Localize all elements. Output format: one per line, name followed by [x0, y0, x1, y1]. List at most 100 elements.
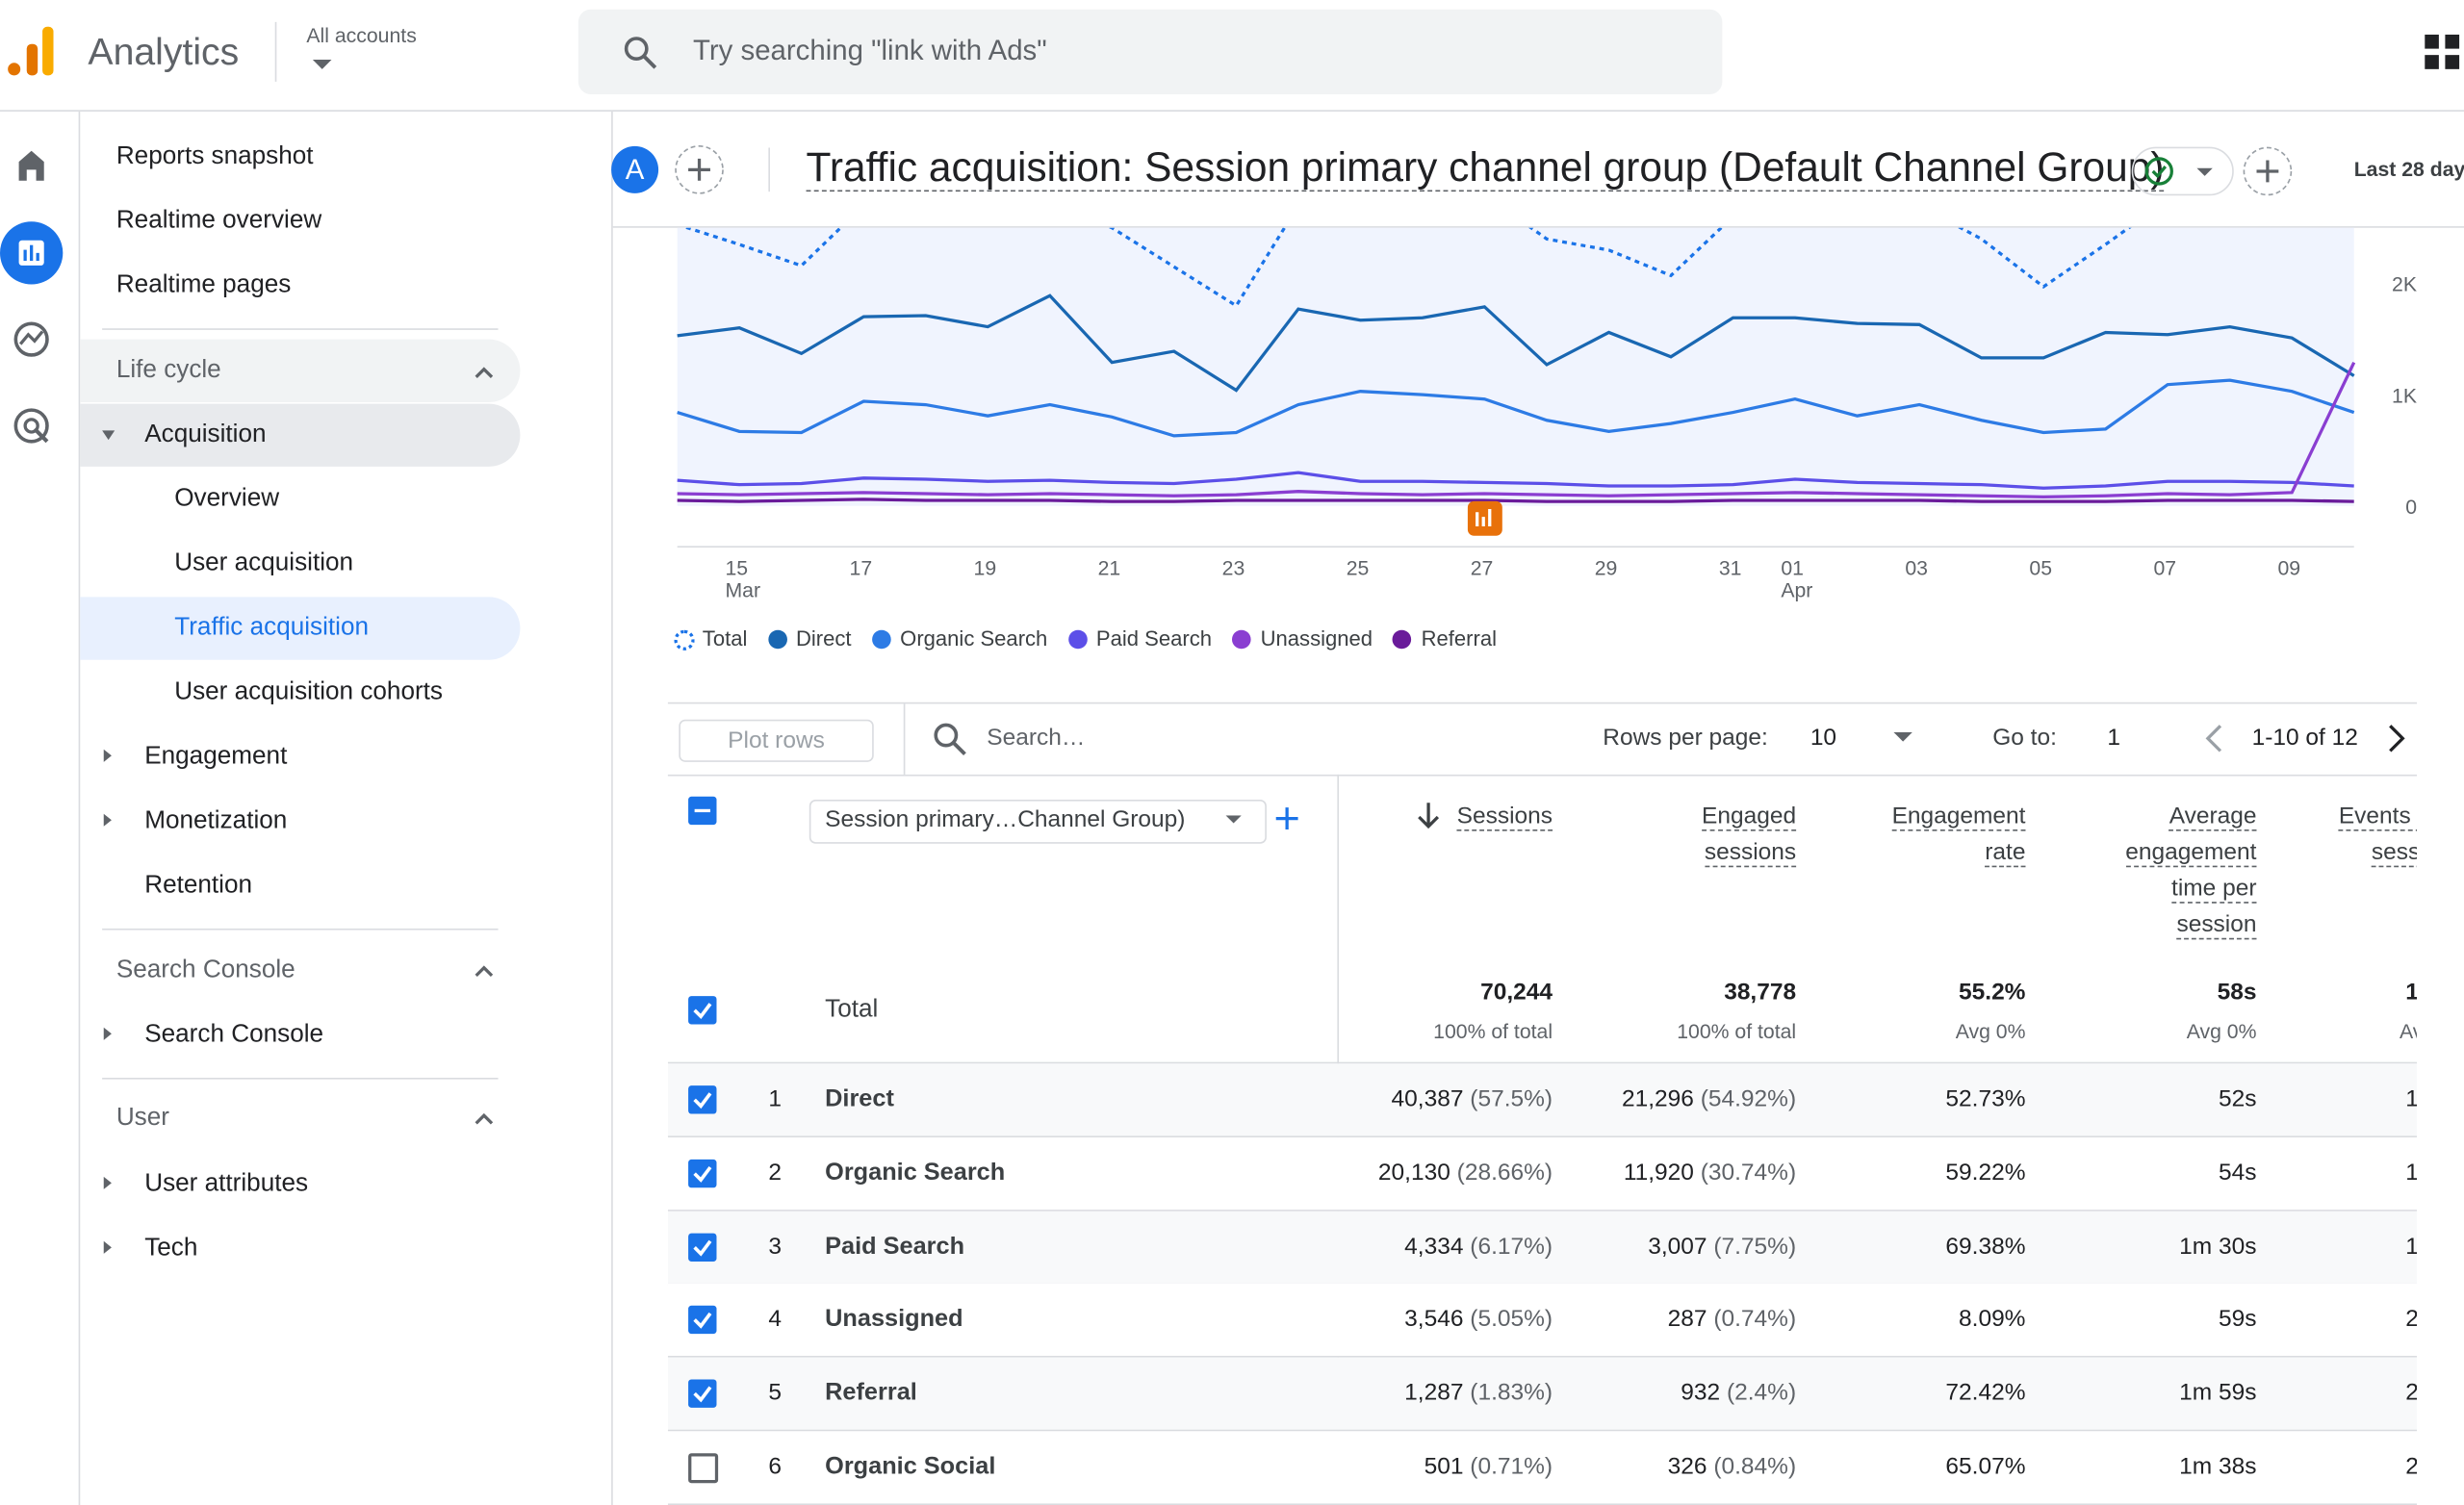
cell-value: 19.8: [2405, 1233, 2417, 1260]
cell-value: 3,007: [1648, 1232, 1707, 1260]
column-header: Sessions: [1389, 798, 1553, 834]
table-search-icon: [934, 723, 966, 756]
column-title[interactable]: Events per session: [2338, 803, 2418, 868]
search-placeholder[interactable]: Try searching "link with Ads": [692, 34, 1047, 66]
cell: 72.42%: [1945, 1380, 2025, 1407]
select-all[interactable]: [688, 796, 717, 826]
title-actions[interactable]: [2131, 144, 2304, 198]
row-checkbox[interactable]: [688, 1232, 717, 1262]
cell: 1m 59s: [2179, 1380, 2256, 1407]
total-note: Avg 0: [2400, 1019, 2417, 1044]
cell-value: 52.73%: [1945, 1085, 2026, 1112]
goto-input[interactable]: 1: [2107, 724, 2121, 752]
cell: 3,546 (5.05%): [1404, 1306, 1553, 1333]
nav-item[interactable]: User acquisition cohorts: [174, 678, 443, 706]
apps-icon[interactable]: [2425, 34, 2462, 72]
nav-item[interactable]: Reports snapshot: [116, 142, 314, 170]
cell: 40,387 (57.5%): [1392, 1085, 1553, 1112]
top-bar: [0, 0, 2464, 112]
report-title[interactable]: Traffic acquisition: Session primary cha…: [806, 142, 2165, 192]
cell: 501 (0.71%): [1424, 1453, 1553, 1480]
nav-item[interactable]: Search Console: [144, 1021, 324, 1048]
legend-label: Paid Search: [1095, 626, 1213, 650]
cell-value: 26.1: [2405, 1380, 2417, 1407]
nav-item[interactable]: Overview: [174, 485, 280, 513]
cell-value: 12.7: [2405, 1085, 2417, 1112]
dimension-select[interactable]: [808, 800, 1267, 844]
date-range[interactable]: Last 28 days: [2353, 157, 2464, 181]
nav-item[interactable]: Retention: [144, 872, 253, 899]
cell: 932 (2.4%): [1681, 1380, 1796, 1407]
nav-item[interactable]: User acquisition: [174, 549, 354, 577]
nav-item[interactable]: Realtime overview: [116, 207, 322, 235]
cell-value: 326: [1667, 1453, 1707, 1480]
sort-icon[interactable]: [1418, 802, 1440, 829]
column-header: Events per session: [2288, 798, 2418, 870]
nav-item[interactable]: Traffic acquisition: [174, 614, 370, 642]
cell-value: 3,546: [1404, 1306, 1464, 1334]
cell-value: 1m 59s: [2179, 1379, 2257, 1407]
plot-rows-button[interactable]: Plot rows: [679, 719, 874, 762]
cell-value: 27.9: [2405, 1306, 2417, 1333]
nav-section[interactable]: Search Console: [116, 957, 295, 984]
row-bg: [667, 1284, 2418, 1359]
app-name: Analytics: [88, 31, 240, 74]
search-box[interactable]: [578, 9, 1723, 94]
column-title[interactable]: Sessions: [1456, 803, 1553, 831]
row-checkbox[interactable]: [688, 1159, 717, 1187]
nav-item[interactable]: Tech: [144, 1235, 198, 1263]
cell-value: 932: [1681, 1379, 1721, 1407]
row-number: 6: [768, 1453, 782, 1480]
row-number: 3: [768, 1232, 782, 1260]
goto-label: Go to:: [1992, 724, 2057, 752]
cell-share: (57.5%): [1470, 1085, 1553, 1112]
nav-section[interactable]: Life cycle: [116, 356, 221, 384]
avatar[interactable]: A: [611, 145, 659, 193]
dimension-label[interactable]: Session primary…Channel Group): [825, 805, 1186, 833]
column-title[interactable]: Engaged sessions: [1702, 803, 1797, 868]
legend-label: Direct: [795, 626, 852, 650]
legend-swatch: [871, 629, 891, 650]
add-dimension[interactable]: [1274, 806, 1299, 831]
nav-item[interactable]: Realtime pages: [116, 271, 292, 299]
caret[interactable]: [1225, 815, 1242, 825]
nav-section[interactable]: User: [116, 1104, 169, 1132]
row-checkbox[interactable]: [688, 1085, 717, 1114]
logo: [8, 26, 54, 76]
caret[interactable]: [312, 60, 332, 72]
cell-value: 11,920: [1623, 1159, 1694, 1186]
nav-item[interactable]: Monetization: [144, 807, 288, 834]
nav-item[interactable]: Acquisition: [144, 421, 267, 448]
nav-item[interactable]: User attributes: [144, 1170, 309, 1198]
cell-value: 1,287: [1404, 1379, 1464, 1407]
row-checkbox[interactable]: [688, 1453, 719, 1484]
cell-value: 501: [1424, 1453, 1464, 1480]
column-title[interactable]: Engagement rate: [1891, 803, 2026, 868]
x-tick-label: 21: [1097, 555, 1121, 580]
cell-value: 12.9: [2405, 1160, 2417, 1186]
row-checkbox[interactable]: [688, 1379, 717, 1409]
cell: 54s: [2219, 1160, 2256, 1186]
rail-icons[interactable]: [0, 134, 79, 464]
account-label[interactable]: All accounts: [306, 23, 417, 47]
selected-bg: [80, 597, 521, 660]
x-tick-label: 29: [1594, 555, 1618, 580]
add-comparison[interactable]: [674, 144, 728, 198]
cell: 4,334 (6.17%): [1404, 1233, 1553, 1260]
cell-value: 4,334: [1404, 1232, 1464, 1260]
caret[interactable]: [1893, 731, 1912, 745]
table-search[interactable]: Search…: [987, 724, 1086, 752]
row-checkbox[interactable]: [688, 1306, 717, 1335]
cell: 1m 30s: [2179, 1233, 2256, 1260]
column-title[interactable]: Average engagement time per session: [2125, 803, 2257, 940]
rows-per-page[interactable]: 10: [1810, 724, 1837, 752]
section-bg: [80, 339, 521, 402]
nav-item[interactable]: Engagement: [144, 743, 288, 770]
next-page[interactable]: [2387, 725, 2406, 752]
row-name: Organic Search: [825, 1159, 1006, 1186]
column-header: Average engagement time per session: [2093, 798, 2257, 942]
prev-page[interactable]: [2205, 725, 2224, 752]
legend-label: Unassigned: [1260, 626, 1373, 650]
row-bg: [667, 1063, 2418, 1138]
cell-value: 52s: [2218, 1085, 2257, 1112]
